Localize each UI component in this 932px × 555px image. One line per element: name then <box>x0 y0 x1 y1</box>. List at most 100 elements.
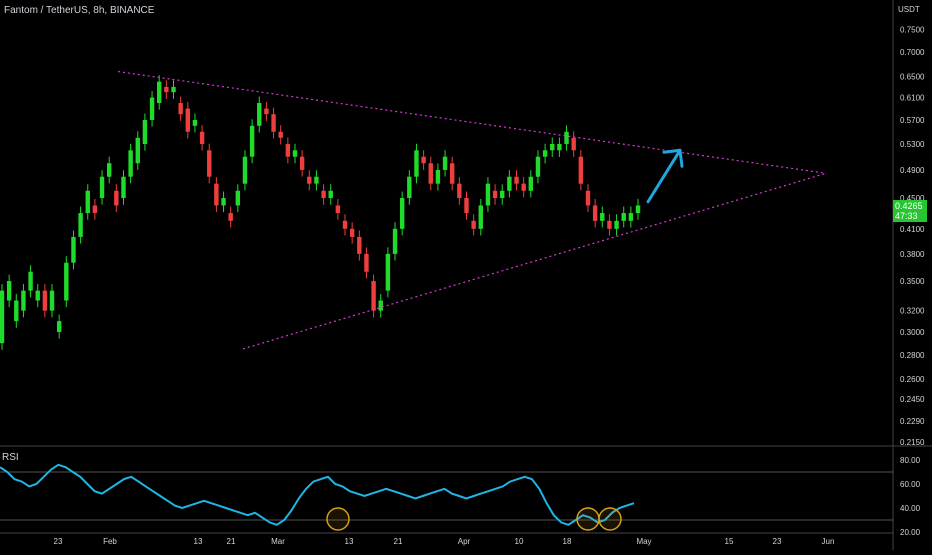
time-tick-label: 21 <box>227 537 236 546</box>
candle-body <box>164 86 169 93</box>
price-tick-label: 0.3500 <box>900 277 925 286</box>
candle-body <box>471 220 476 229</box>
candle-body <box>28 271 33 291</box>
time-tick-label: 13 <box>345 537 354 546</box>
current-price: 0.4265 <box>895 201 923 211</box>
price-tick-label: 0.2290 <box>900 417 925 426</box>
candle-body <box>6 281 12 301</box>
candle-body <box>35 290 40 301</box>
time-tick-label: Apr <box>458 537 471 546</box>
rsi-tick-label: 60.00 <box>900 480 921 489</box>
candle-body <box>421 156 426 164</box>
candle-body <box>21 290 26 311</box>
price-tick-label: 0.4500 <box>900 194 925 203</box>
bar-countdown: 47:33 <box>895 211 918 221</box>
candle-body <box>249 125 255 157</box>
candle-body <box>414 150 419 177</box>
candle-body <box>428 163 433 184</box>
candle-body <box>364 253 369 272</box>
candle-body <box>135 137 140 164</box>
time-tick-label: Mar <box>271 537 285 546</box>
candle-body <box>49 290 55 311</box>
candle-body <box>521 183 526 191</box>
candle-body <box>221 198 226 206</box>
breakout-arrow-head <box>662 148 684 168</box>
candle-body <box>14 300 19 322</box>
chart-title: Fantom / TetherUS, 8h, BINANCE <box>4 5 155 16</box>
candle-body <box>85 190 90 214</box>
candle-body <box>185 108 190 132</box>
price-tick-label: 0.3800 <box>900 250 925 259</box>
candle-body <box>106 163 112 177</box>
candle-body <box>56 321 62 332</box>
time-tick-label: 18 <box>563 537 572 546</box>
rsi-line <box>0 463 635 526</box>
candle-body <box>285 143 291 157</box>
candle-body <box>628 213 634 221</box>
candle-body <box>235 190 241 206</box>
price-tick-label: 0.6500 <box>900 73 925 82</box>
candle-body <box>535 156 541 177</box>
time-axis: 23 Feb 13 21 Mar 13 21 Apr 10 18 May 15 23 Jun <box>54 537 835 546</box>
time-tick-label: 23 <box>773 537 782 546</box>
candle-body <box>207 150 212 177</box>
candle-body <box>342 220 348 229</box>
time-tick-label: 23 <box>54 537 63 546</box>
candle-body <box>399 198 405 229</box>
candle-body <box>600 213 605 221</box>
candle-body <box>550 143 555 151</box>
candle-body <box>500 190 505 199</box>
price-tick-label: 0.4900 <box>900 166 925 175</box>
candle-body <box>171 86 176 93</box>
price-tick-label: 0.5700 <box>900 116 925 125</box>
candle-body <box>307 176 312 184</box>
rsi-tick-label: 20.00 <box>900 528 921 537</box>
candle-body <box>478 205 483 229</box>
time-tick-label: Feb <box>103 537 117 546</box>
candles <box>0 75 641 350</box>
candle-body <box>278 131 283 138</box>
candle-body <box>71 236 76 263</box>
candle-body <box>407 176 412 199</box>
candle-body <box>299 156 305 170</box>
oversold-highlight <box>576 507 600 531</box>
candle-body <box>192 119 198 126</box>
candle-body <box>514 176 519 184</box>
candle-body <box>435 169 441 184</box>
candle-body <box>0 290 5 344</box>
candle-body <box>578 156 584 184</box>
candle-body <box>585 190 591 206</box>
time-tick-label: Jun <box>822 537 835 546</box>
candle-body <box>371 281 376 311</box>
candle-body <box>92 205 98 214</box>
time-tick-label: May <box>636 537 651 546</box>
price-tick-label: 0.3000 <box>900 328 925 337</box>
candle-body <box>442 156 448 170</box>
current-price-badge: 0.4265 47:33 <box>893 200 927 222</box>
candle-body <box>492 190 498 199</box>
candle-body <box>242 156 248 184</box>
price-tick-label: 0.7500 <box>900 25 925 34</box>
price-tick-label: 0.4100 <box>900 225 925 234</box>
candle-body <box>464 198 469 214</box>
price-tick-label: 0.6100 <box>900 94 925 103</box>
candle-body <box>485 183 491 206</box>
candle-body <box>621 213 626 221</box>
candle-body <box>349 228 355 237</box>
candle-body <box>257 103 262 126</box>
rsi-tick-label: 40.00 <box>900 504 921 513</box>
candle-body <box>528 176 534 191</box>
candle-body <box>592 205 598 221</box>
time-tick-label: 21 <box>394 537 403 546</box>
rsi-tick-label: 80.00 <box>900 456 921 465</box>
breakout-arrow <box>646 148 682 204</box>
candle-body <box>607 220 612 229</box>
candle-body <box>121 176 126 199</box>
oversold-highlight <box>326 507 350 531</box>
oversold-highlight <box>598 507 622 531</box>
time-tick-label: 13 <box>194 537 203 546</box>
rsi-panel: 80.00 60.00 40.00 20.00 <box>0 456 921 537</box>
candle-body <box>385 253 391 291</box>
